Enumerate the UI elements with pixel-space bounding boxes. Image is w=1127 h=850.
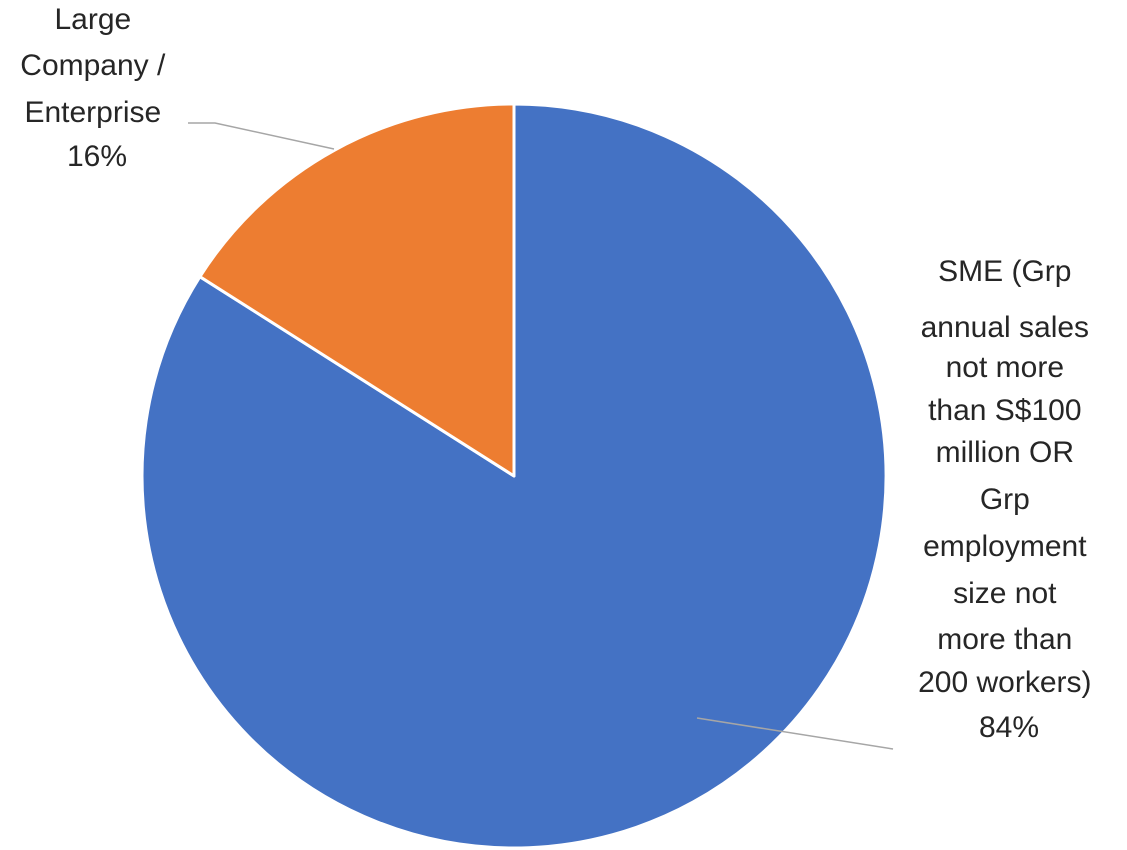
pie-slices [142,104,886,848]
percent-label-large-company: 16% [67,140,127,173]
leader-line-large-company [188,123,334,149]
percent-label-sme: 84% [979,711,1039,744]
slice-label-large-company: Large Company / Enterprise 16% [20,3,173,173]
slice-label-sme: SME (Grp annual sales not more than S$10… [918,255,1100,744]
